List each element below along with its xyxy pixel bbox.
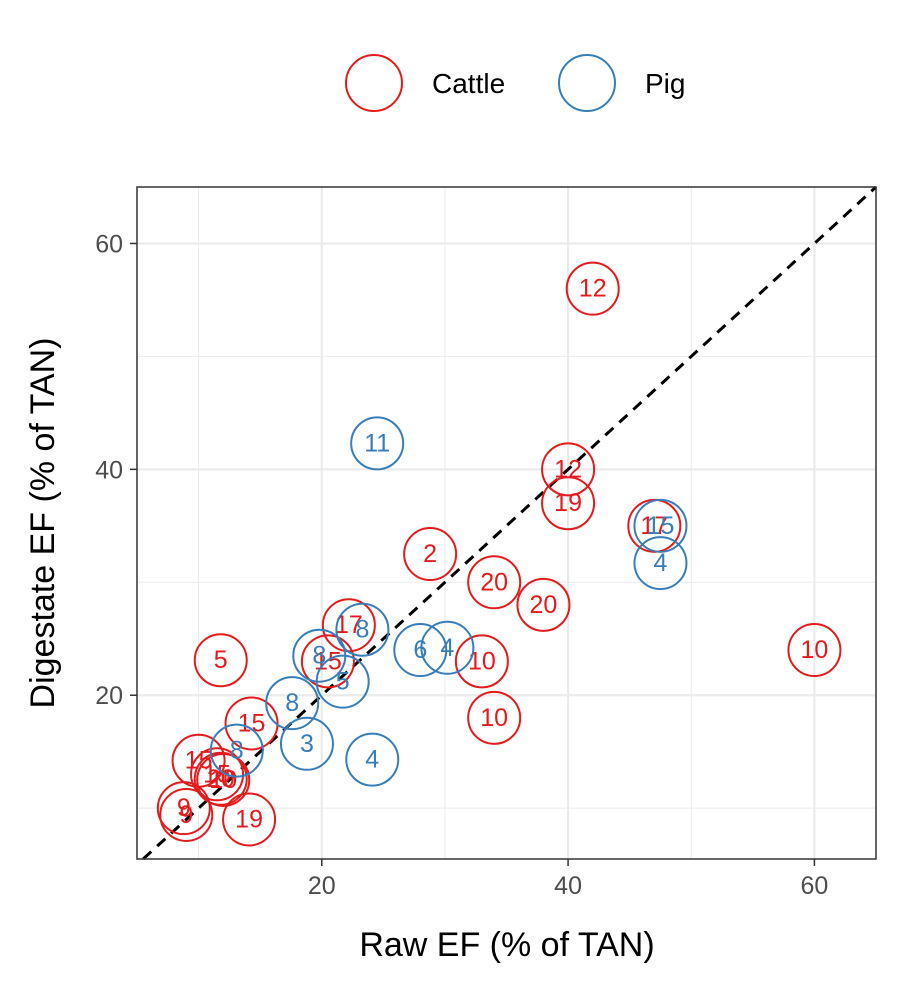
point-cattle bbox=[467, 555, 522, 610]
point-label-cattle: 5 bbox=[214, 646, 228, 674]
point-cattle bbox=[193, 633, 248, 688]
y-tick-label: 60 bbox=[95, 230, 123, 258]
point-label-pig: 8 bbox=[285, 689, 299, 717]
point-pig bbox=[633, 498, 688, 553]
point-cattle bbox=[541, 442, 596, 497]
point-pig bbox=[420, 620, 475, 675]
point-pig bbox=[350, 416, 405, 471]
point-cattle bbox=[193, 751, 248, 806]
point-pig bbox=[335, 602, 390, 657]
point-label-cattle: 10 bbox=[209, 766, 237, 794]
point-label-cattle: 19 bbox=[554, 489, 582, 517]
axes: 20 40 60 20 40 60 bbox=[95, 230, 828, 900]
point-cattle bbox=[454, 634, 509, 689]
point-cattle bbox=[300, 634, 355, 689]
point-cattle bbox=[403, 527, 458, 582]
point-cattle bbox=[467, 690, 522, 745]
point-label-pig: 5 bbox=[336, 668, 350, 696]
point-label-cattle: 9 bbox=[177, 794, 191, 822]
point-pig bbox=[345, 732, 400, 787]
point-label-pig: 8 bbox=[230, 737, 244, 765]
legend-key-pig bbox=[558, 54, 616, 112]
legend-label-pig: Pig bbox=[645, 68, 685, 99]
y-axis-title: Digestate EF (% of TAN) bbox=[24, 338, 62, 709]
point-label-cattle: 17 bbox=[640, 512, 668, 540]
point-cattle bbox=[156, 781, 211, 836]
panel-border bbox=[136, 186, 877, 860]
x-tick-label: 20 bbox=[308, 872, 336, 900]
point-cattle bbox=[196, 752, 251, 807]
point-label-cattle: 9 bbox=[179, 801, 193, 829]
legend: Cattle Pig bbox=[345, 54, 685, 112]
legend-label-cattle: Cattle bbox=[432, 68, 505, 99]
point-cattle bbox=[787, 623, 842, 678]
point-label-cattle: 2 bbox=[423, 540, 437, 568]
point-label-cattle: 20 bbox=[530, 591, 558, 619]
point-label-pig: 4 bbox=[440, 634, 454, 662]
point-label-cattle: 20 bbox=[207, 765, 235, 793]
identity-reference-line bbox=[142, 185, 878, 861]
point-label-cattle: 10 bbox=[801, 636, 829, 664]
x-tick-label: 40 bbox=[554, 872, 582, 900]
point-pig bbox=[209, 723, 264, 778]
point-label-pig: 3 bbox=[300, 730, 314, 758]
point-cattle bbox=[159, 787, 214, 842]
point-label-cattle: 19 bbox=[235, 805, 263, 833]
y-tick-label: 20 bbox=[95, 682, 123, 710]
point-label-pig: 8 bbox=[355, 616, 369, 644]
point-label-pig: 4 bbox=[365, 746, 379, 774]
point-label-pig: 15 bbox=[647, 512, 675, 540]
x-axis-title: Raw EF (% of TAN) bbox=[359, 926, 654, 964]
point-pig bbox=[315, 654, 370, 709]
point-pig bbox=[265, 676, 320, 731]
point-cattle bbox=[516, 577, 571, 632]
point-pig bbox=[279, 716, 334, 771]
point-cattle bbox=[541, 476, 596, 531]
point-label-cattle: 10 bbox=[480, 704, 508, 732]
y-tick-label: 40 bbox=[95, 456, 123, 484]
legend-key-cattle bbox=[345, 54, 403, 112]
point-cattle bbox=[222, 792, 277, 847]
point-pig bbox=[393, 623, 448, 678]
point-pig bbox=[633, 536, 688, 591]
point-label-cattle: 20 bbox=[480, 568, 508, 596]
reference-line-layer bbox=[142, 185, 878, 861]
point-cattle bbox=[565, 261, 620, 316]
point-label-pig: 8 bbox=[312, 642, 326, 670]
point-label-cattle: 15 bbox=[238, 709, 266, 737]
point-label-cattle: 12 bbox=[579, 275, 607, 303]
point-label-pig: 4 bbox=[654, 549, 668, 577]
point-cattle bbox=[190, 747, 245, 802]
point-label-pig: 11 bbox=[364, 429, 390, 457]
x-tick-label: 60 bbox=[801, 872, 829, 900]
